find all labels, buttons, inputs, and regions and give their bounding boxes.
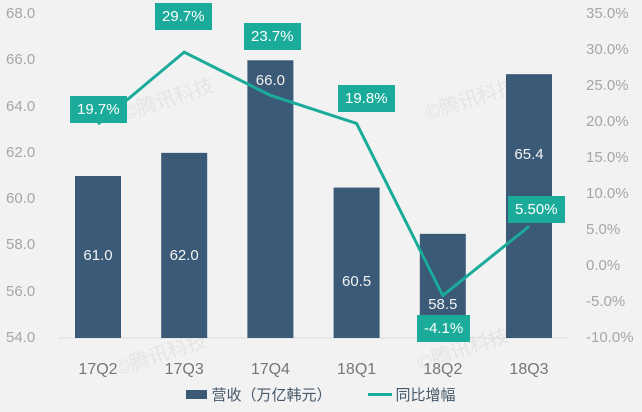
axis-tick-right: 25.0%	[586, 77, 629, 94]
legend-item-growth: 同比增幅	[367, 384, 456, 405]
bar-value-label: 60.5	[341, 273, 372, 290]
bar-value-label: 61.0	[83, 247, 113, 264]
revenue-bar	[161, 152, 208, 338]
axis-tick-left: 60.0	[6, 190, 36, 208]
bar-value-label: 62.0	[169, 247, 199, 264]
axis-tick-left: 56.0	[6, 282, 36, 300]
axis-tick-right: -5.0%	[586, 293, 626, 310]
growth-point-label: 5.50%	[508, 196, 565, 223]
axis-tick-left: 62.0	[6, 143, 36, 161]
revenue-bar	[247, 60, 294, 339]
axis-tick-right: 10.0%	[586, 185, 629, 202]
legend-bar-label: 营收（万亿韩元）	[211, 386, 332, 404]
revenue-bar	[333, 187, 380, 338]
axis-tick-left: 54.0	[6, 329, 36, 346]
legend-line-label: 同比增幅	[395, 386, 456, 404]
axis-tick-left: 68.0	[6, 5, 36, 22]
axis-tick-left: 66.0	[6, 51, 36, 69]
bar-value-label: 66.0	[255, 72, 285, 89]
category-label: 18Q1	[337, 361, 377, 378]
axis-tick-right: 20.0%	[586, 113, 629, 130]
category-label: 17Q2	[78, 361, 118, 378]
axis-tick-right: 30.0%	[586, 41, 629, 58]
growth-line	[97, 50, 530, 298]
axis-tick-right: 5.0%	[586, 221, 621, 238]
growth-point-label: 19.8%	[338, 85, 395, 112]
growth-point-label: 29.7%	[155, 3, 212, 30]
category-label: 18Q2	[423, 361, 463, 378]
axis-tick-right: 15.0%	[586, 149, 629, 166]
legend: 营收（万亿韩元） 同比增幅	[0, 382, 642, 406]
legend-item-revenue: 营收（万亿韩元）	[186, 384, 332, 405]
legend-bar-swatch-icon	[186, 389, 208, 399]
axis-tick-left: 64.0	[6, 97, 36, 115]
axis-tick-right: 35.0%	[586, 5, 629, 22]
growth-point-label: 23.7%	[244, 23, 301, 50]
revenue-bar	[75, 176, 121, 338]
growth-point-label: 19.7%	[70, 96, 127, 123]
axis-tick-left: 58.0	[6, 236, 36, 254]
category-label: 18Q3	[509, 361, 549, 378]
bar-value-label: 65.4	[514, 146, 544, 163]
category-label: 17Q4	[250, 361, 290, 378]
bar-value-label: 58.5	[428, 296, 458, 313]
legend-line-swatch-icon	[367, 392, 392, 396]
axis-tick-right: 0.0%	[586, 257, 621, 274]
category-label: 17Q3	[164, 361, 204, 378]
growth-point-label: -4.1%	[417, 315, 471, 342]
axis-tick-right: -10.0%	[586, 329, 634, 346]
